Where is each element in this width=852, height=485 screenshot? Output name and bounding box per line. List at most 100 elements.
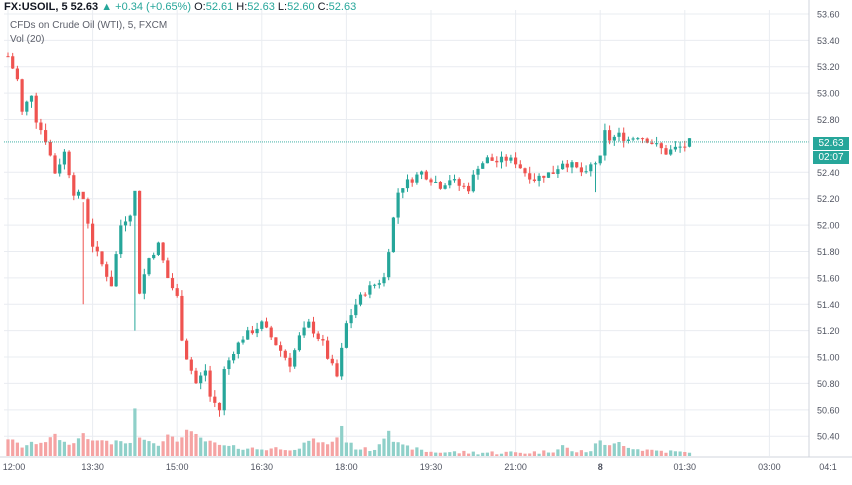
candle[interactable] — [91, 223, 95, 247]
candle[interactable] — [293, 350, 297, 367]
candle[interactable] — [415, 174, 419, 183]
candle[interactable] — [612, 136, 616, 141]
candle[interactable] — [86, 199, 90, 224]
candle[interactable] — [645, 138, 649, 143]
candle[interactable] — [462, 185, 466, 187]
candle[interactable] — [260, 321, 264, 329]
candle[interactable] — [354, 304, 358, 316]
candle[interactable] — [152, 254, 156, 259]
candle[interactable] — [6, 56, 10, 58]
candle[interactable] — [368, 285, 372, 295]
candle[interactable] — [119, 225, 123, 255]
candle[interactable] — [626, 139, 630, 141]
candle[interactable] — [579, 167, 583, 173]
candle[interactable] — [123, 221, 128, 226]
candle[interactable] — [448, 180, 452, 186]
candle[interactable] — [133, 190, 137, 216]
candle[interactable] — [76, 191, 81, 196]
candle[interactable] — [213, 396, 217, 403]
candle[interactable] — [114, 254, 118, 287]
candle[interactable] — [307, 321, 311, 328]
candle[interactable] — [236, 342, 240, 354]
candle[interactable] — [62, 151, 66, 165]
candle[interactable] — [551, 172, 555, 174]
candle[interactable] — [373, 284, 377, 286]
candle[interactable] — [640, 138, 645, 140]
candle[interactable] — [194, 370, 198, 384]
candle[interactable] — [504, 156, 508, 161]
candle[interactable] — [269, 327, 273, 338]
candle[interactable] — [147, 258, 151, 275]
candle[interactable] — [246, 330, 250, 340]
candle[interactable] — [180, 295, 184, 341]
candle[interactable] — [631, 138, 635, 140]
candle[interactable] — [128, 215, 132, 222]
candle[interactable] — [673, 146, 677, 150]
candle[interactable] — [138, 190, 142, 294]
candle[interactable] — [29, 95, 34, 102]
candle[interactable] — [44, 130, 48, 142]
candle[interactable] — [490, 157, 494, 161]
candle[interactable] — [109, 276, 113, 287]
candle[interactable] — [499, 156, 504, 163]
candle[interactable] — [687, 138, 692, 147]
candle[interactable] — [25, 101, 29, 112]
candle[interactable] — [443, 185, 447, 189]
candle[interactable] — [655, 143, 659, 145]
candle[interactable] — [170, 278, 175, 289]
candle[interactable] — [358, 294, 363, 305]
candle[interactable] — [561, 163, 565, 170]
candle[interactable] — [340, 347, 344, 377]
candle[interactable] — [481, 163, 485, 169]
candle[interactable] — [387, 252, 391, 278]
candle[interactable] — [382, 277, 386, 284]
candle[interactable] — [11, 56, 15, 69]
candle[interactable] — [232, 353, 236, 361]
candle[interactable] — [377, 283, 381, 285]
candle[interactable] — [349, 315, 353, 324]
candle[interactable] — [410, 179, 414, 183]
candle[interactable] — [58, 164, 62, 174]
candle[interactable] — [542, 175, 546, 178]
candle[interactable] — [617, 132, 621, 137]
candle[interactable] — [575, 162, 579, 168]
candle[interactable] — [636, 138, 640, 140]
candle[interactable] — [166, 260, 170, 279]
candle[interactable] — [53, 155, 57, 174]
candle[interactable] — [316, 333, 320, 340]
candle[interactable] — [546, 172, 551, 178]
candle[interactable] — [48, 141, 52, 156]
candle[interactable] — [523, 168, 527, 174]
candle[interactable] — [476, 168, 480, 175]
candle[interactable] — [401, 188, 405, 193]
candle[interactable] — [650, 142, 654, 144]
candle[interactable] — [608, 130, 612, 141]
candle[interactable] — [199, 375, 203, 384]
candle[interactable] — [664, 148, 668, 155]
candle[interactable] — [622, 132, 626, 141]
candle[interactable] — [255, 328, 259, 334]
candle[interactable] — [396, 192, 400, 218]
candle[interactable] — [424, 171, 428, 180]
candle[interactable] — [570, 162, 574, 168]
candle[interactable] — [434, 181, 438, 183]
candle[interactable] — [100, 251, 104, 265]
candle[interactable] — [326, 340, 330, 359]
candle[interactable] — [67, 151, 71, 176]
candle[interactable] — [485, 157, 489, 164]
candle[interactable] — [161, 242, 165, 261]
candle[interactable] — [429, 179, 433, 183]
candle[interactable] — [241, 339, 245, 343]
candle[interactable] — [81, 191, 85, 200]
candle[interactable] — [274, 337, 278, 346]
candle[interactable] — [589, 164, 593, 172]
candle[interactable] — [34, 95, 38, 123]
candle[interactable] — [452, 179, 457, 181]
candle[interactable] — [302, 327, 306, 336]
candle[interactable] — [156, 242, 160, 255]
candle[interactable] — [467, 185, 471, 192]
candle[interactable] — [39, 122, 43, 131]
candle[interactable] — [217, 402, 222, 411]
